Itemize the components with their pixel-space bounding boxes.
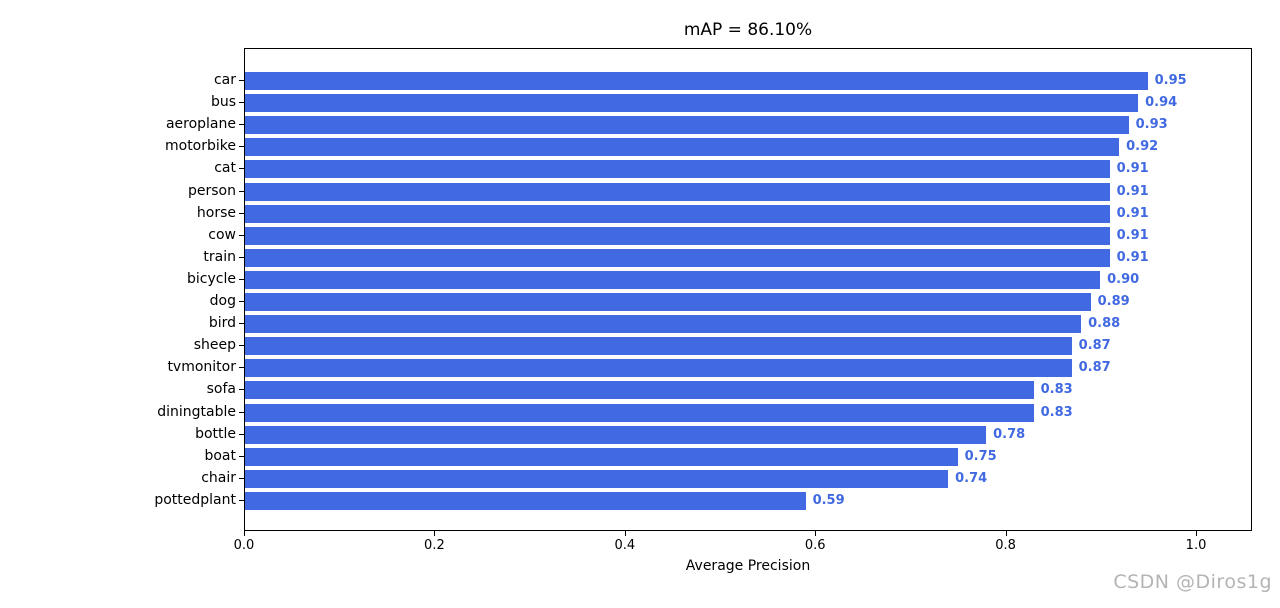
bar-value-label: 0.89 xyxy=(1097,294,1130,310)
x-tick-mark xyxy=(815,531,817,536)
bar-boat xyxy=(245,447,958,466)
y-tick-mark xyxy=(239,433,244,435)
x-tick-label: 1.0 xyxy=(1185,538,1207,553)
bar-value-label: 0.92 xyxy=(1126,139,1159,155)
y-tick-mark xyxy=(239,389,244,391)
bar-value-label: 0.87 xyxy=(1078,338,1111,354)
bar-value-label: 0.91 xyxy=(1116,183,1149,199)
bar-aeroplane xyxy=(245,116,1129,135)
category-label-motorbike: motorbike xyxy=(164,138,236,155)
y-tick-mark xyxy=(239,345,244,347)
y-tick-mark xyxy=(239,212,244,214)
category-label-car: car xyxy=(213,72,236,89)
watermark: CSDN @Diros1g xyxy=(1113,571,1272,593)
bar-cat xyxy=(245,160,1110,179)
x-tick-label: 0.2 xyxy=(424,538,445,553)
bar-car xyxy=(245,72,1148,91)
category-label-dog: dog xyxy=(209,293,236,310)
y-tick-mark xyxy=(239,168,244,170)
y-tick-mark xyxy=(239,278,244,280)
category-label-boat: boat xyxy=(204,447,236,464)
bar-diningtable xyxy=(245,403,1034,422)
y-tick-mark xyxy=(239,477,244,479)
y-tick-mark xyxy=(239,301,244,303)
bar-value-label: 0.95 xyxy=(1154,73,1187,89)
bar-bottle xyxy=(245,425,987,444)
x-tick-mark xyxy=(624,531,626,536)
y-tick-mark xyxy=(239,367,244,369)
y-tick-mark xyxy=(239,102,244,104)
y-tick-mark xyxy=(239,146,244,148)
bar-bicycle xyxy=(245,270,1101,289)
category-label-chair: chair xyxy=(201,469,236,486)
bar-value-label: 0.87 xyxy=(1078,360,1111,376)
bar-bus xyxy=(245,94,1139,113)
category-label-cow: cow xyxy=(208,226,236,243)
bar-value-label: 0.59 xyxy=(812,492,845,508)
x-tick-mark xyxy=(244,531,245,536)
y-tick-mark xyxy=(239,124,244,126)
y-tick-mark xyxy=(239,80,244,82)
bar-value-label: 0.93 xyxy=(1135,117,1168,133)
bar-bird xyxy=(245,315,1082,334)
plot-area: 0.95 0.94 0.93 0.92 0.91 0.91 0.91 0.91 0.91 0.90… xyxy=(244,48,1252,531)
category-label-horse: horse xyxy=(196,204,236,221)
category-label-diningtable: diningtable xyxy=(157,403,236,420)
bar-value-label: 0.88 xyxy=(1088,316,1121,332)
y-tick-mark xyxy=(239,256,244,258)
category-label-bird: bird xyxy=(208,315,236,332)
bar-value-label: 0.83 xyxy=(1040,382,1073,398)
bar-value-label: 0.90 xyxy=(1107,271,1140,287)
y-axis-labels: car bus aeroplane motorbike cat person horse co… xyxy=(0,48,236,531)
bar-train xyxy=(245,248,1110,267)
category-label-cat: cat xyxy=(214,160,236,177)
bar-motorbike xyxy=(245,138,1120,157)
bar-tvmonitor xyxy=(245,359,1072,378)
chart-title: mAP = 86.10% xyxy=(683,20,813,40)
x-tick-label: 0.6 xyxy=(804,538,826,553)
y-tick-mark xyxy=(239,323,244,325)
bar-value-label: 0.74 xyxy=(955,470,988,486)
y-tick-mark xyxy=(239,234,244,236)
category-label-bicycle: bicycle xyxy=(187,270,236,287)
bar-chair xyxy=(245,469,949,488)
bar-sofa xyxy=(245,381,1034,400)
bar-cow xyxy=(245,226,1110,245)
y-tick-mark xyxy=(239,411,244,413)
bar-value-label: 0.83 xyxy=(1040,404,1073,420)
y-tick-mark xyxy=(239,499,244,501)
category-label-aeroplane: aeroplane xyxy=(165,116,236,133)
category-label-pottedplant: pottedplant xyxy=(154,491,236,508)
x-tick-mark xyxy=(434,531,436,536)
bar-value-label: 0.78 xyxy=(993,426,1026,442)
category-label-tvmonitor: tvmonitor xyxy=(167,359,236,376)
x-axis-label: Average Precision xyxy=(685,558,811,574)
x-tick-mark xyxy=(1196,531,1198,536)
bar-value-label: 0.91 xyxy=(1116,161,1149,177)
bar-value-label: 0.91 xyxy=(1116,249,1149,265)
bar-value-label: 0.94 xyxy=(1145,95,1178,111)
bar-pottedplant xyxy=(245,491,806,510)
category-label-bus: bus xyxy=(210,94,236,111)
x-tick-label: 0.4 xyxy=(614,538,636,553)
category-label-sofa: sofa xyxy=(206,381,236,398)
bar-value-label: 0.75 xyxy=(964,448,997,464)
x-tick-label: 0.8 xyxy=(995,538,1016,553)
bar-person xyxy=(245,182,1110,201)
x-tick-mark xyxy=(1005,531,1007,536)
category-label-train: train xyxy=(203,248,236,265)
bar-dog xyxy=(245,293,1091,312)
bar-horse xyxy=(245,204,1110,223)
category-label-bottle: bottle xyxy=(195,425,236,442)
category-label-sheep: sheep xyxy=(193,337,236,354)
bar-value-label: 0.91 xyxy=(1116,205,1149,221)
x-tick-label: 0.0 xyxy=(233,538,255,553)
y-tick-mark xyxy=(239,190,244,192)
bar-sheep xyxy=(245,337,1072,356)
y-tick-mark xyxy=(239,455,244,457)
category-label-person: person xyxy=(188,182,236,199)
bar-value-label: 0.91 xyxy=(1116,227,1149,243)
